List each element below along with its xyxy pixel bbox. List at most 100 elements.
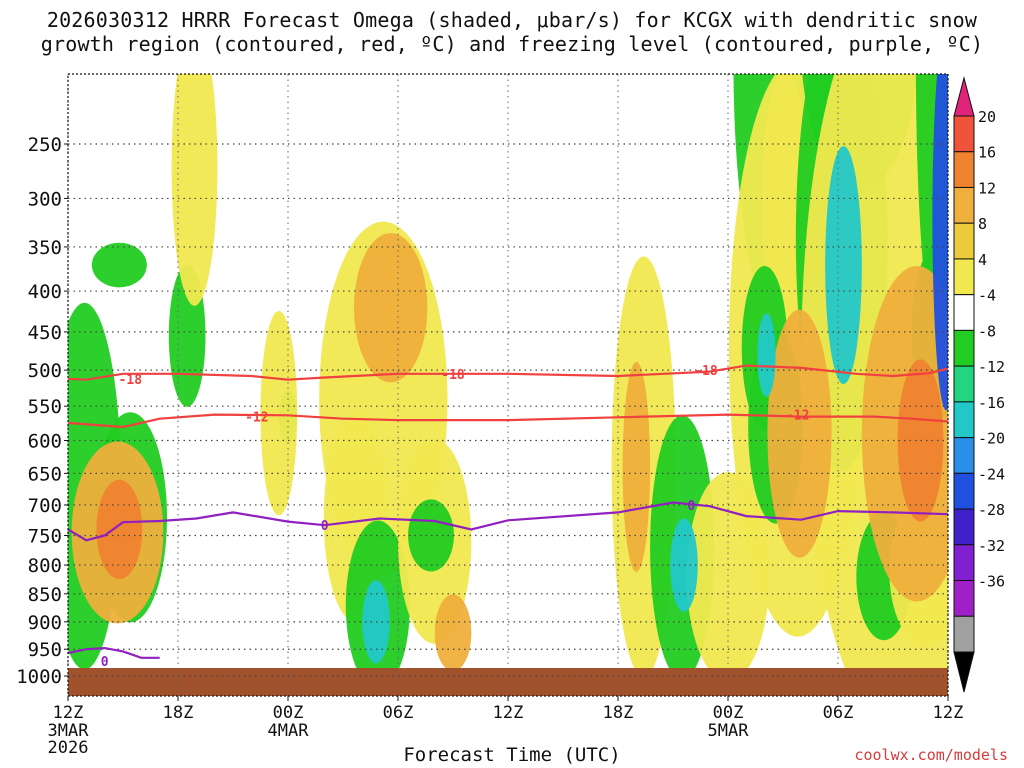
colorbar-segment [953,508,975,546]
contour-line [68,364,948,381]
colorbar-segment [953,437,975,474]
y-tick-label: 450 [28,322,62,344]
y-tick-label: 900 [28,612,62,634]
colorbar-label: -24 [978,465,1005,483]
colorbar-label: 12 [978,179,996,197]
colorbar-label: -36 [978,573,1005,591]
colorbar-label: -28 [978,501,1005,519]
contour-group [68,364,948,659]
colorbar-segment [953,580,975,617]
omega-region [622,361,651,572]
contour-label-text: -18 [441,368,465,383]
x-tick-label: 12Z [53,703,84,723]
omega-region [767,309,832,558]
contour-line [68,413,948,429]
omega-region [453,0,508,48]
terrain-band [68,668,948,696]
omega-region [825,146,862,385]
colorbar-label: -8 [978,322,996,340]
colorbar-label: 8 [978,215,987,233]
contour-label: 0 [101,655,109,670]
x-date-label: 3MAR [48,721,90,741]
x-tick-label: 12Z [493,703,524,723]
x-year-label: 2026 [48,738,89,758]
colorbar-segment [953,258,975,296]
y-tick-label: 350 [28,237,62,259]
omega-region [329,0,448,68]
colorbar-segment [953,222,975,260]
y-tick-label: 1000 [16,666,62,688]
y-tick-label: 500 [28,360,62,382]
contour-label-text: 0 [101,655,109,670]
y-tick-label: 550 [28,396,62,418]
colorbar-segment [953,294,975,331]
colorbar-label: -16 [978,394,1005,412]
contour-line [68,501,948,542]
contour-label: -12 [245,411,268,426]
y-tick-label: 300 [28,188,62,210]
contour-label-text: 0 [687,499,695,514]
credit-text: coolwx.com/models [854,746,1008,764]
y-tick-label: 850 [28,584,62,606]
colorbar-top-arrow [953,76,975,117]
colorbar-bottom-arrow [953,651,975,693]
colorbar-label: -20 [978,430,1005,448]
omega-region [354,233,428,383]
x-tick-label: 18Z [603,703,634,723]
omega-region [171,74,218,306]
chart-title-line2: growth region (contoured, red, ºC) and f… [40,32,984,56]
colorbar-segment [953,365,975,403]
colorbar-label: -12 [978,358,1005,376]
y-tick-label: 600 [28,431,62,453]
colorbar-segment [953,329,975,367]
omega-shading-group [68,0,948,696]
x-tick-label: 18Z [163,703,194,723]
contour-label: -18 [441,368,465,383]
contour-label-text: -18 [694,364,718,379]
contour-label-text: -12 [786,409,809,424]
omega-region [932,74,948,411]
y-tick-label: 700 [28,495,62,517]
omega-region [434,594,472,672]
colorbar-label: 4 [978,251,987,269]
y-tick-label: 400 [28,281,62,303]
colorbar-segment [953,544,975,582]
x-tick-label: 12Z [933,703,964,723]
y-tick-label: 800 [28,555,62,577]
x-tick-label: 06Z [823,703,854,723]
colorbar-segment [953,186,975,224]
x-tick-label: 00Z [273,703,304,723]
x-date-label: 5MAR [708,721,750,741]
contour-line [68,646,160,659]
contour-label: -12 [786,409,809,424]
chart-title-line1: 2026030312 HRRR Forecast Omega (shaded, … [46,8,978,32]
y-tick-label: 950 [28,639,62,661]
y-tick-label: 650 [28,463,62,485]
colorbar-label: -4 [978,287,996,305]
contour-label-text: 0 [321,519,329,534]
x-tick-label: 00Z [713,703,744,723]
contour-label: -18 [119,373,143,388]
contour-label-text: -12 [245,411,268,426]
omega-region [91,242,147,288]
colorbar-label: 20 [978,108,996,126]
colorbar-label: -32 [978,537,1005,555]
colorbar-segment [953,151,975,188]
omega-region [757,313,776,397]
contour-label-text: -18 [119,373,143,388]
omega-region [260,310,298,516]
colorbar-segment [953,472,975,510]
x-tick-label: 06Z [383,703,414,723]
y-tick-label: 250 [28,134,62,156]
colorbar-label: 16 [978,144,996,162]
y-tick-label: 750 [28,525,62,547]
omega-region [96,479,143,580]
colorbar-segment [953,401,975,439]
contour-label: -18 [694,364,718,379]
x-date-label: 4MAR [268,721,310,741]
contour-label: 0 [687,499,695,514]
colorbar-segment [953,115,975,153]
x-axis-label: Forecast Time (UTC) [403,744,621,766]
contour-label: 0 [321,519,329,534]
